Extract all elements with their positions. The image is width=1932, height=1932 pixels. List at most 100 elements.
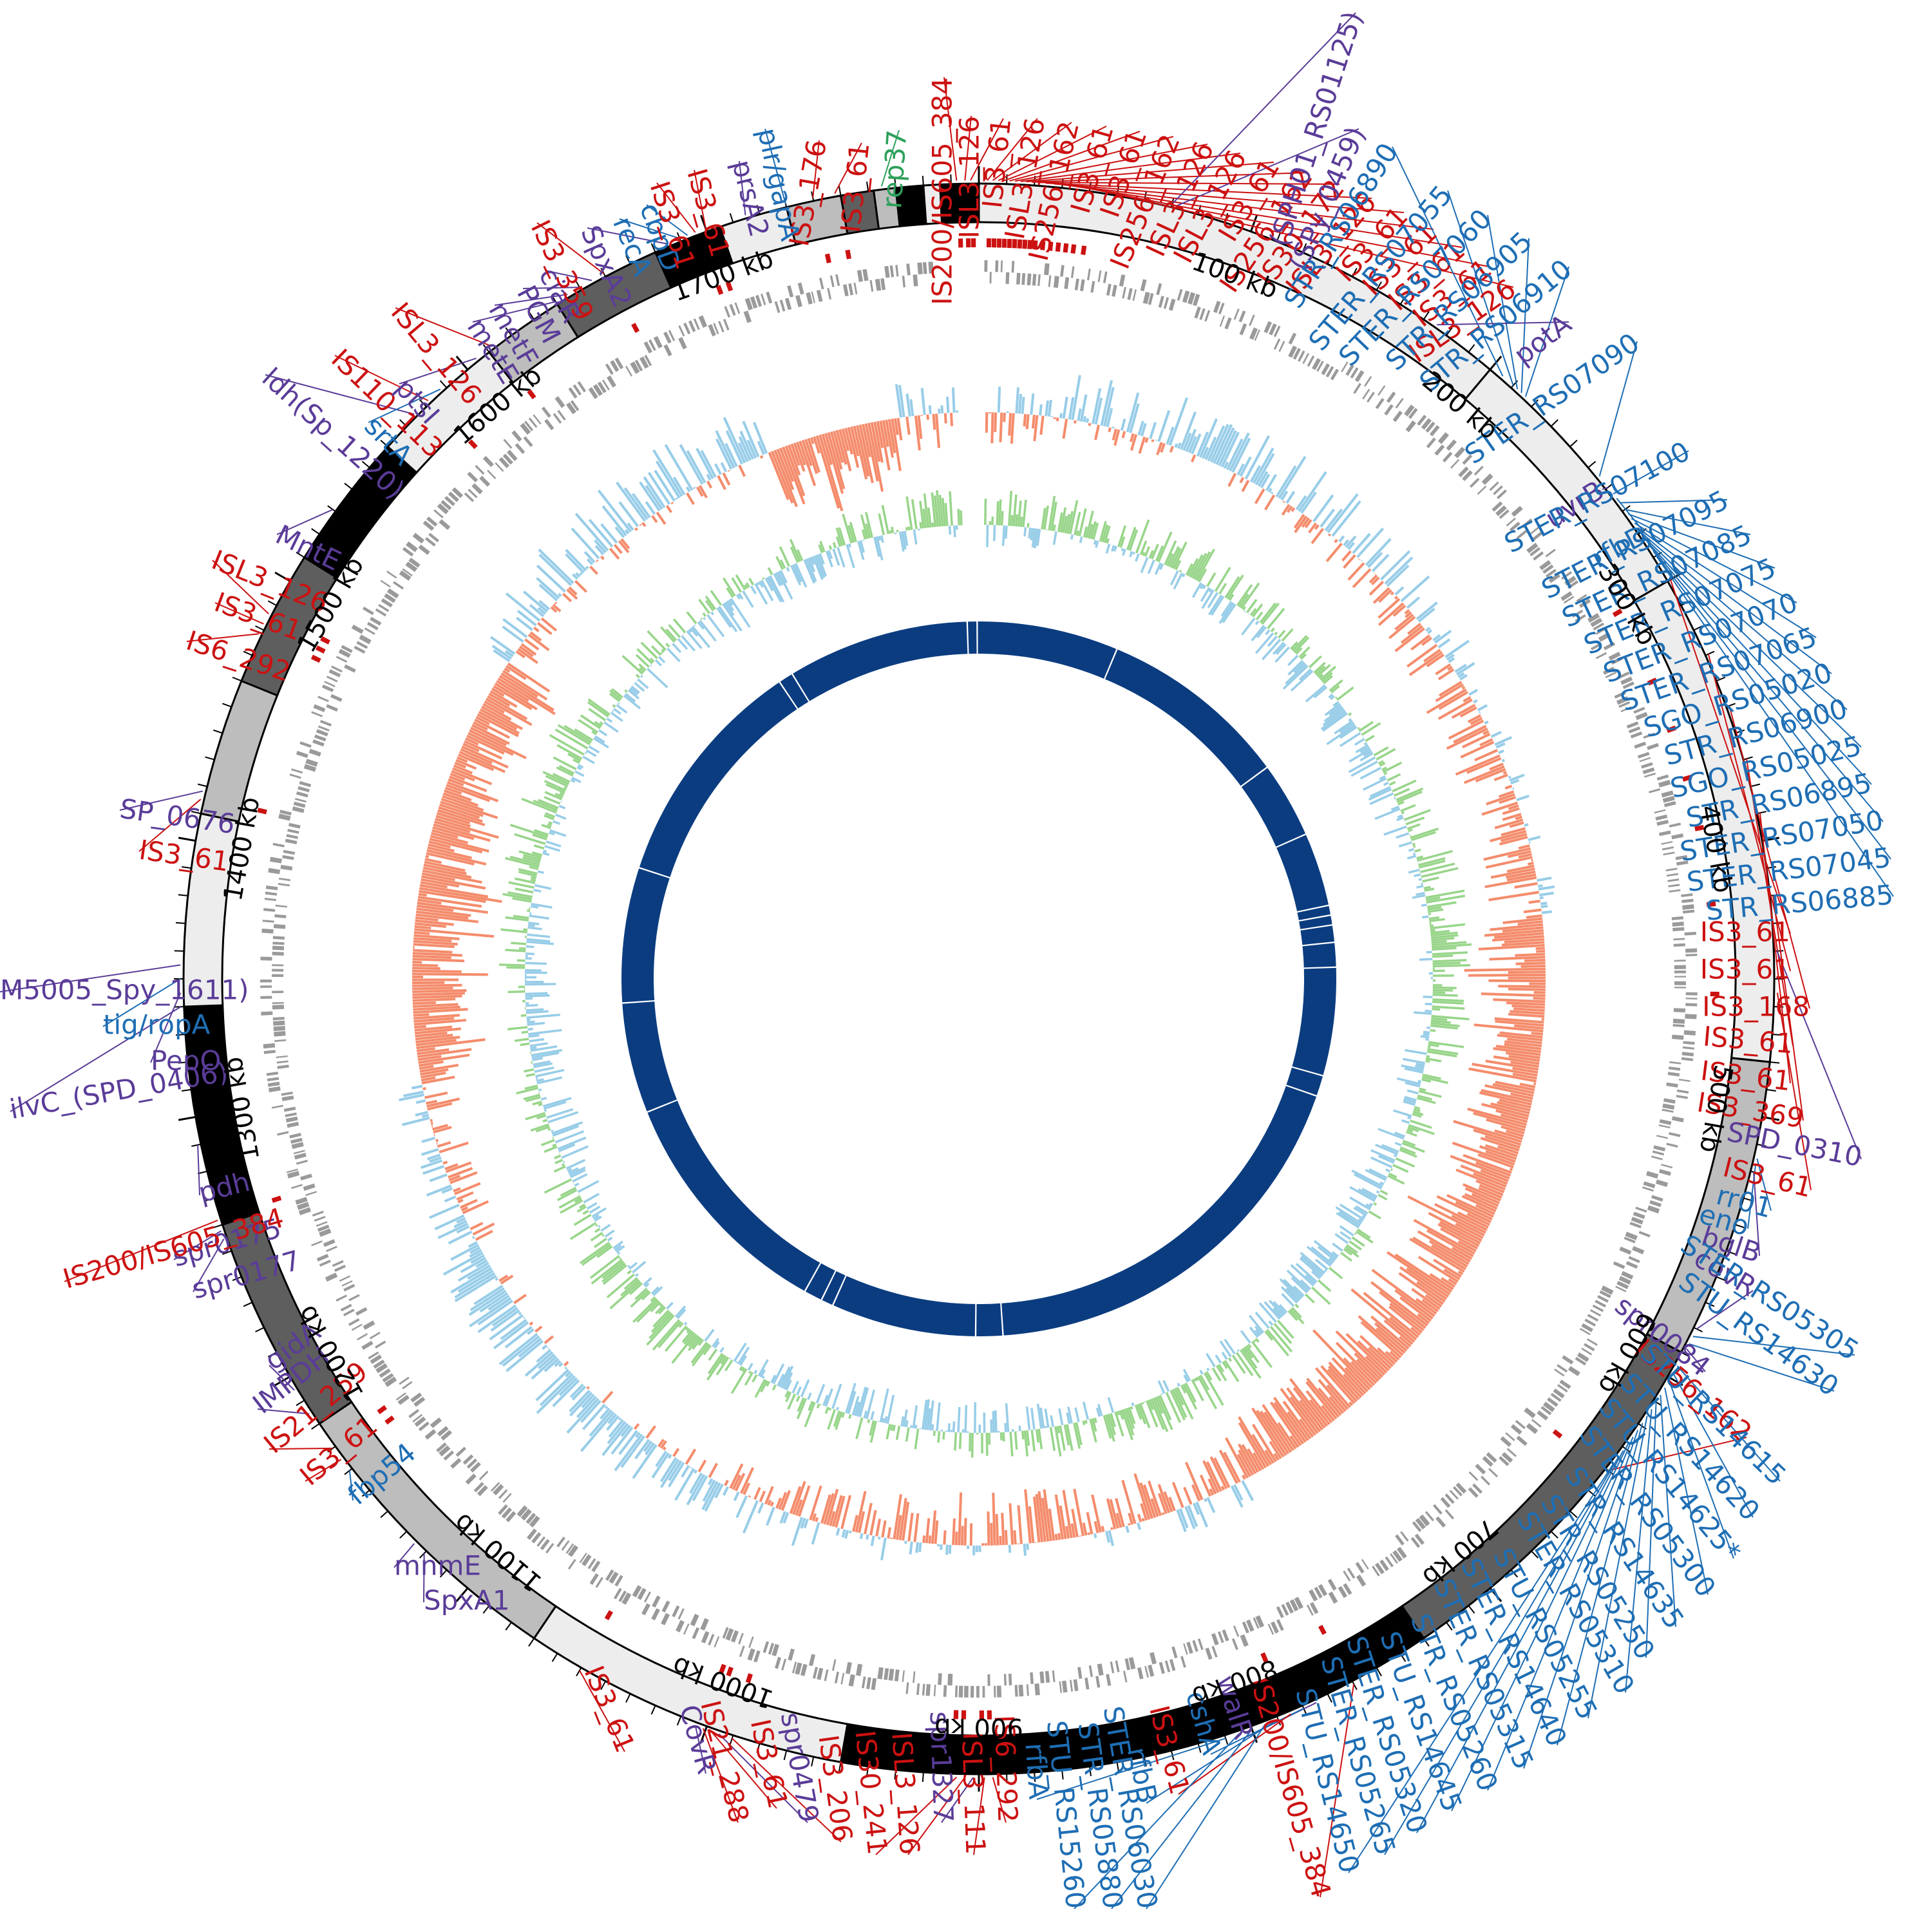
gc-skew-bar (1160, 442, 1166, 453)
gc-skew-bar (915, 1542, 919, 1553)
cds-feature (1330, 368, 1339, 381)
scale-tick (1446, 1622, 1453, 1631)
leader-line (1653, 550, 1891, 860)
gc-skew-bar (1073, 1488, 1084, 1537)
gc-content-bar (1174, 1388, 1184, 1406)
gc-content-bar (923, 493, 930, 528)
cds-feature (1587, 1314, 1599, 1322)
leader-line (102, 978, 181, 1027)
gc-skew-bar (1384, 556, 1414, 585)
gc-skew-bar (831, 1495, 843, 1527)
gc-skew-bar (679, 444, 704, 485)
gc-skew-bar (1504, 938, 1544, 943)
cds-feature (1620, 706, 1633, 712)
gc-content-bar (1290, 641, 1298, 650)
gc-content-bar (1007, 491, 1013, 526)
gc-content-bar (1369, 1202, 1374, 1206)
gc-content-bar (730, 1368, 748, 1394)
gc-content-bar (640, 674, 643, 678)
gc-skew-bar (1416, 1281, 1446, 1303)
gc-content-bar (620, 1278, 640, 1296)
gc-skew-bar (427, 1102, 453, 1111)
gc-skew-bar (1370, 1315, 1410, 1350)
gc-content-bar (896, 529, 899, 533)
scale-tick (311, 528, 320, 535)
cds-feature (795, 1662, 802, 1675)
gc-content-bar (705, 595, 717, 611)
gc-skew-bar (1238, 1443, 1257, 1475)
scale-tick (439, 1569, 448, 1578)
gc-skew-bar (1509, 821, 1524, 828)
gc-skew-bar (536, 1375, 576, 1414)
scale-tick (274, 1376, 291, 1387)
is-element-marker (991, 238, 997, 248)
gc-skew-bar (446, 781, 499, 802)
gc-content-bar (773, 573, 782, 587)
gc-content-bar (601, 1262, 626, 1283)
cds-feature (1548, 573, 1560, 583)
gc-skew-bar (502, 618, 528, 638)
cds-feature (1199, 308, 1206, 320)
cds-feature (1095, 1676, 1101, 1688)
gc-skew-bar (469, 1249, 482, 1258)
cds-feature (289, 1133, 301, 1139)
is-element-marker (715, 285, 724, 296)
cds-feature (933, 1684, 936, 1696)
cds-feature (1069, 1680, 1074, 1692)
gc-content-bar (724, 1359, 734, 1372)
gc-skew-bar (417, 1055, 442, 1061)
gc-skew-bar (793, 442, 806, 472)
gc-skew-bar (1512, 1066, 1539, 1074)
cds-feature (278, 883, 290, 887)
gc-skew-bar (867, 422, 884, 492)
leader-line (1696, 1290, 1754, 1330)
gc-content-bar (1240, 582, 1260, 609)
gc-content-bar (534, 829, 549, 836)
gc-skew-bar (722, 1486, 729, 1496)
gc-skew-bar (1054, 1494, 1065, 1540)
cds-feature (1097, 1663, 1104, 1676)
cds-feature (1193, 294, 1200, 307)
inner-ring-gap (974, 1300, 977, 1340)
gc-content-bar (756, 582, 760, 586)
cds-feature (1470, 477, 1480, 488)
gc-content-bar (549, 831, 555, 836)
gc-content-bar (596, 1245, 613, 1258)
gc-skew-bar (1156, 442, 1163, 455)
cds-feature (753, 1650, 761, 1663)
gc-content-bar (1119, 536, 1126, 548)
gc-skew-bar (522, 590, 549, 613)
feature-label: IS3_61 (1700, 954, 1790, 985)
gc-content-bar (553, 820, 560, 825)
leader-line (1003, 131, 1141, 182)
gc-content-bar (1110, 1413, 1117, 1428)
gc-content-bar (532, 1057, 544, 1061)
gc-content-bar (1354, 1173, 1383, 1190)
gc-skew-bar (1301, 517, 1310, 528)
gc-skew-bar (1344, 1367, 1368, 1392)
cds-feature (336, 1294, 347, 1302)
gc-skew-bar (784, 445, 806, 497)
gc-skew-bar (1473, 1172, 1507, 1188)
gc-skew-bar (465, 737, 479, 746)
cds-feature (1309, 1589, 1318, 1602)
gc-skew-bar (435, 815, 471, 828)
cds-feature (1666, 873, 1679, 877)
gc-content-bar (1286, 1269, 1310, 1292)
gc-skew-bar (1193, 1502, 1200, 1515)
gc-content-bar (1414, 1065, 1425, 1069)
cds-feature (1642, 1186, 1654, 1192)
gc-content-bar (588, 708, 607, 722)
gc-skew-bar (811, 1522, 820, 1545)
gc-skew-bar (421, 1137, 435, 1143)
gc-content-bar (1323, 675, 1334, 685)
gc-skew-bar (1035, 1493, 1044, 1542)
cds-feature (1064, 277, 1070, 289)
gc-content-bar (1148, 1399, 1154, 1410)
gc-content-bar (828, 550, 833, 560)
gc-content-bar (1422, 915, 1429, 919)
gc-skew-bar (829, 1511, 836, 1526)
cds-feature (462, 1454, 474, 1465)
cds-feature (289, 773, 301, 779)
gc-content-bar (687, 1334, 699, 1347)
